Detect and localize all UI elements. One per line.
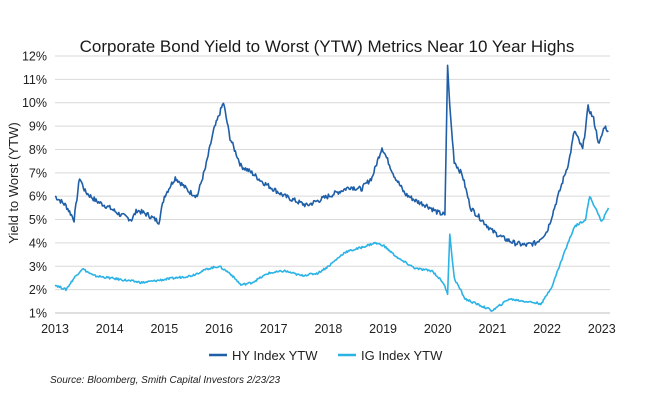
- series-line-hy: [54, 64, 609, 247]
- x-tick-label: 2019: [369, 322, 397, 336]
- y-tick-label: 10%: [22, 96, 47, 110]
- series-lines: [54, 64, 610, 313]
- chart-title: Corporate Bond Yield to Worst (YTW) Metr…: [80, 37, 575, 56]
- y-tick-label: 7%: [29, 166, 47, 180]
- y-tick-label: 8%: [29, 143, 47, 157]
- y-tick-label: 9%: [29, 120, 47, 134]
- y-axis-ticks: 1% 2% 3% 4% 5% 6% 7% 8% 9% 10% 11% 12%: [22, 50, 47, 321]
- x-tick-label: 2017: [260, 322, 288, 336]
- y-tick-label: 3%: [29, 260, 47, 274]
- y-tick-label: 2%: [29, 283, 47, 297]
- x-tick-label: 2018: [314, 322, 342, 336]
- x-tick-label: 2020: [424, 322, 452, 336]
- y-tick-label: 11%: [23, 73, 47, 87]
- legend-label-hy: HY Index YTW: [232, 348, 318, 363]
- x-tick-label: 2015: [150, 322, 178, 336]
- y-axis-label: Yield to Worst (YTW): [6, 122, 21, 243]
- x-tick-label: 2016: [205, 322, 233, 336]
- source-note: Source: Bloomberg, Smith Capital Investo…: [50, 375, 281, 386]
- y-tick-label: 12%: [22, 50, 47, 64]
- x-tick-label: 2022: [533, 322, 561, 336]
- x-axis-ticks: 2013 2014 2015 2016 2017 2018 2019 2020 2021 2022…: [41, 322, 616, 336]
- legend-label-ig: IG Index YTW: [361, 348, 443, 363]
- x-tick-label: 2013: [41, 322, 69, 336]
- y-tick-label: 6%: [29, 190, 47, 204]
- y-tick-label: 5%: [29, 213, 47, 227]
- x-tick-label: 2021: [479, 322, 507, 336]
- series-line-ig: [54, 196, 610, 313]
- y-tick-label: 1%: [29, 307, 47, 321]
- x-tick-label: 2023: [588, 322, 616, 336]
- y-tick-label: 4%: [29, 236, 47, 250]
- gridlines: [55, 55, 610, 314]
- x-tick-label: 2014: [96, 322, 124, 336]
- legend: HY Index YTW IG Index YTW: [209, 348, 443, 363]
